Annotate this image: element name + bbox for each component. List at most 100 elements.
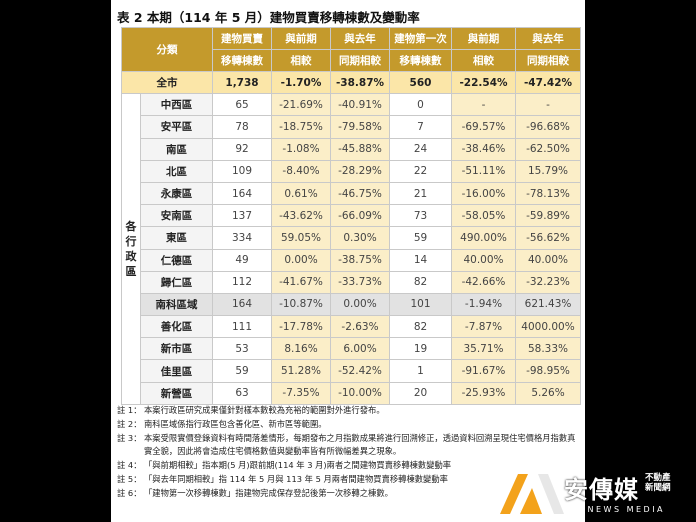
note-label: 註 3：: [117, 433, 142, 444]
table-row: 安南區 137 -43.62% -66.09% 73 -58.05% -59.89%: [122, 204, 581, 228]
note-item: 註 2： 南科區域係指行政區包含善化區、新市區等範圍。: [117, 418, 579, 431]
row-name: 佳里區: [140, 359, 213, 383]
group-label-char: 各: [125, 220, 137, 233]
cell: -66.09%: [330, 204, 390, 228]
table-row: 東區 334 59.05% 0.30% 59 490.00% -56.62%: [122, 226, 581, 250]
logo-side-line: 新聞網: [645, 483, 671, 493]
cell: 63: [212, 381, 272, 405]
note-item: 註 4： 「與前期相較」指本期(5 月)跟前期(114 年 3 月)兩者之間建物買…: [117, 459, 579, 472]
header-c2-line2: 相較: [271, 49, 331, 72]
cell: 82: [389, 270, 452, 294]
table-row: 佳里區 59 51.28% -52.42% 1 -91.67% -98.95%: [122, 359, 581, 383]
header-c1-line1: 建物買賣: [212, 27, 272, 50]
cell: -46.75%: [330, 181, 390, 206]
group-label-char: 區: [125, 265, 137, 278]
cell: 73: [389, 204, 452, 228]
row-name: 安南區: [140, 204, 213, 228]
cell: -28.29%: [330, 159, 390, 183]
cell: -1.08%: [271, 137, 331, 161]
cell: 1: [389, 359, 452, 383]
note-text: 本案行政區研究成果僅針對樣本數較為充裕的範圍對外進行發布。: [144, 405, 385, 415]
row-name: 北區: [140, 159, 213, 183]
row-name: 東區: [140, 226, 213, 250]
row-name: 南科區域: [140, 292, 213, 317]
cell: 334: [212, 226, 272, 250]
cell: -: [515, 93, 581, 117]
cell: -40.91%: [330, 93, 390, 117]
cell: 35.71%: [451, 337, 516, 361]
cell: -43.62%: [271, 204, 331, 228]
cell: 0.00%: [330, 292, 390, 317]
cell: -17.78%: [271, 315, 331, 339]
note-text: 本案受限實價登錄資料有時間落差情形，每期發布之月指數成果將進行回溯修正，透過資料…: [144, 433, 576, 456]
group-label-char: 行: [125, 235, 137, 248]
cell: -38.87%: [330, 70, 390, 95]
note-text: 「建物第一次移轉棟數」指建物完成保存登記後第一次移轉之棟數。: [144, 488, 393, 499]
cell: 1,738: [212, 70, 272, 95]
table-row: 南區 92 -1.08% -45.88% 24 -38.46% -62.50%: [122, 137, 581, 161]
logo-mark-icon: [500, 474, 564, 514]
cell: 24: [389, 137, 452, 161]
note-item: 註 3： 本案受限實價登錄資料有時間落差情形，每期發布之月指數成果將進行回溯修正，…: [117, 432, 579, 457]
group-label-char: 政: [125, 250, 137, 263]
header-category: 分類: [121, 27, 213, 72]
header-c3-line1: 與去年: [330, 27, 390, 50]
cell: -91.67%: [451, 359, 516, 383]
note-item: 註 5： 「與去年同期相較」指 114 年 5 月與 113 年 5 月兩者間建物…: [117, 473, 579, 486]
cell: 0: [389, 93, 452, 117]
note-label: 註 2：: [117, 419, 142, 430]
cell: 15.79%: [515, 159, 581, 183]
cell: -41.67%: [271, 270, 331, 294]
table-row: 歸仁區 112 -41.67% -33.73% 82 -42.66% -32.23%: [122, 270, 581, 294]
transfer-table: 分類 建物買賣 與前期 與去年 建物第一次 與前期 與去年 移轉棟數 相較 同期…: [121, 27, 581, 405]
media-logo: 安傳媒 不動產 新聞網 AN NEWS MEDIA: [498, 470, 683, 518]
header-c1-line2: 移轉棟數: [212, 49, 272, 72]
table-row: 北區 109 -8.40% -28.29% 22 -51.11% 15.79%: [122, 159, 581, 183]
cell: -21.69%: [271, 93, 331, 117]
cell: 22: [389, 159, 452, 183]
cell: -10.00%: [330, 381, 390, 405]
cell: 0.30%: [330, 226, 390, 250]
cell: 109: [212, 159, 272, 183]
cell: 0.00%: [271, 248, 331, 272]
table-title: 表 2 本期（114 年 5 月）建物買賣移轉棟數及變動率: [117, 10, 420, 25]
row-name: 善化區: [140, 315, 213, 339]
header-c6-line1: 與去年: [515, 27, 581, 50]
cell: 0.61%: [271, 181, 331, 206]
logo-side-text: 不動產 新聞網: [645, 473, 671, 493]
cell: -1.94%: [451, 292, 516, 317]
cell: 7: [389, 115, 452, 139]
row-name: 安平區: [140, 115, 213, 139]
cell: 40.00%: [451, 248, 516, 272]
total-row: 全市 1,738 -1.70% -38.87% 560 -22.54% -47.…: [121, 70, 581, 95]
cell: -10.87%: [271, 292, 331, 317]
note-item: 註 1： 本案行政區研究成果僅針對樣本數較為充裕的範圍對外進行發布。: [117, 404, 579, 417]
note-item: 註 6： 「建物第一次移轉棟數」指建物完成保存登記後第一次移轉之棟數。: [117, 487, 579, 500]
cell: 8.16%: [271, 337, 331, 361]
cell: 101: [389, 292, 452, 317]
row-name: 歸仁區: [140, 270, 213, 294]
cell: 14: [389, 248, 452, 272]
cell: -8.40%: [271, 159, 331, 183]
row-name: 新市區: [140, 337, 213, 361]
cell: -25.93%: [451, 381, 516, 405]
cell: -1.70%: [271, 70, 331, 95]
notes: 註 1： 本案行政區研究成果僅針對樣本數較為充裕的範圍對外進行發布。註 2： 南科區…: [117, 404, 579, 501]
note-label: 註 1：: [117, 405, 142, 415]
report-sheet: 表 2 本期（114 年 5 月）建物買賣移轉棟數及變動率 分類 建物買賣 與前…: [111, 0, 585, 522]
cell: 4000.00%: [515, 315, 581, 339]
cell: -62.50%: [515, 137, 581, 161]
header-row: 分類 建物買賣 與前期 與去年 建物第一次 與前期 與去年: [121, 27, 581, 72]
cell: 78: [212, 115, 272, 139]
note-label: 註 5：: [117, 473, 142, 484]
table-row: 永康區 164 0.61% -46.75% 21 -16.00% -78.13%: [122, 181, 581, 206]
cell: -22.54%: [451, 70, 516, 95]
row-name: 仁德區: [140, 248, 213, 272]
cell: -52.42%: [330, 359, 390, 383]
cell: -42.66%: [451, 270, 516, 294]
cell: 20: [389, 381, 452, 405]
note-label: 註 6：: [117, 488, 142, 499]
row-name: 永康區: [140, 181, 213, 206]
table-row: 新市區 53 8.16% 6.00% 19 35.71% 58.33%: [122, 337, 581, 361]
table-row: 仁德區 49 0.00% -38.75% 14 40.00% 40.00%: [122, 248, 581, 272]
